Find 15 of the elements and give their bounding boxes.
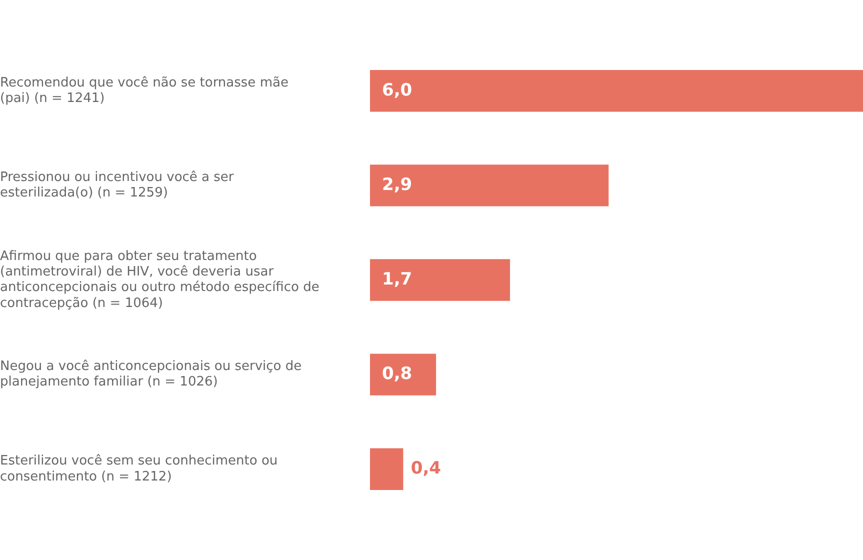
y-tick-label: Esterilizou você sem seu conhecimento ou consentimento (n = 1212) bbox=[0, 454, 278, 484]
bar bbox=[370, 164, 609, 206]
y-tick-label: Negou a você anticoncepcionais ou serviço de planejamento familiar (n = 1026) bbox=[0, 359, 302, 390]
y-tick-label: Pressionou ou incentivou você a ser esterilizada(o) (n = 1259) bbox=[0, 170, 234, 201]
data-label: 2,9 bbox=[382, 174, 412, 195]
data-label: 0,8 bbox=[382, 364, 412, 384]
y-tick-label: Recomendou que você não se tornasse mãe (pai) (n = 1241) bbox=[0, 75, 288, 106]
bar bbox=[370, 259, 510, 301]
data-label: 1,7 bbox=[382, 269, 412, 290]
data-label: 6,0 bbox=[382, 80, 412, 100]
bar bbox=[370, 354, 436, 396]
data-label: 0,4 bbox=[410, 458, 442, 479]
y-tick-label: Afirmou que para obter seu tratamento (antimetroviral) de HIV, você deveria usar anticoncepcionais ou outro método específico de contracepção (n = 1064) bbox=[0, 248, 320, 311]
bar bbox=[370, 448, 404, 490]
bar bbox=[370, 70, 863, 112]
